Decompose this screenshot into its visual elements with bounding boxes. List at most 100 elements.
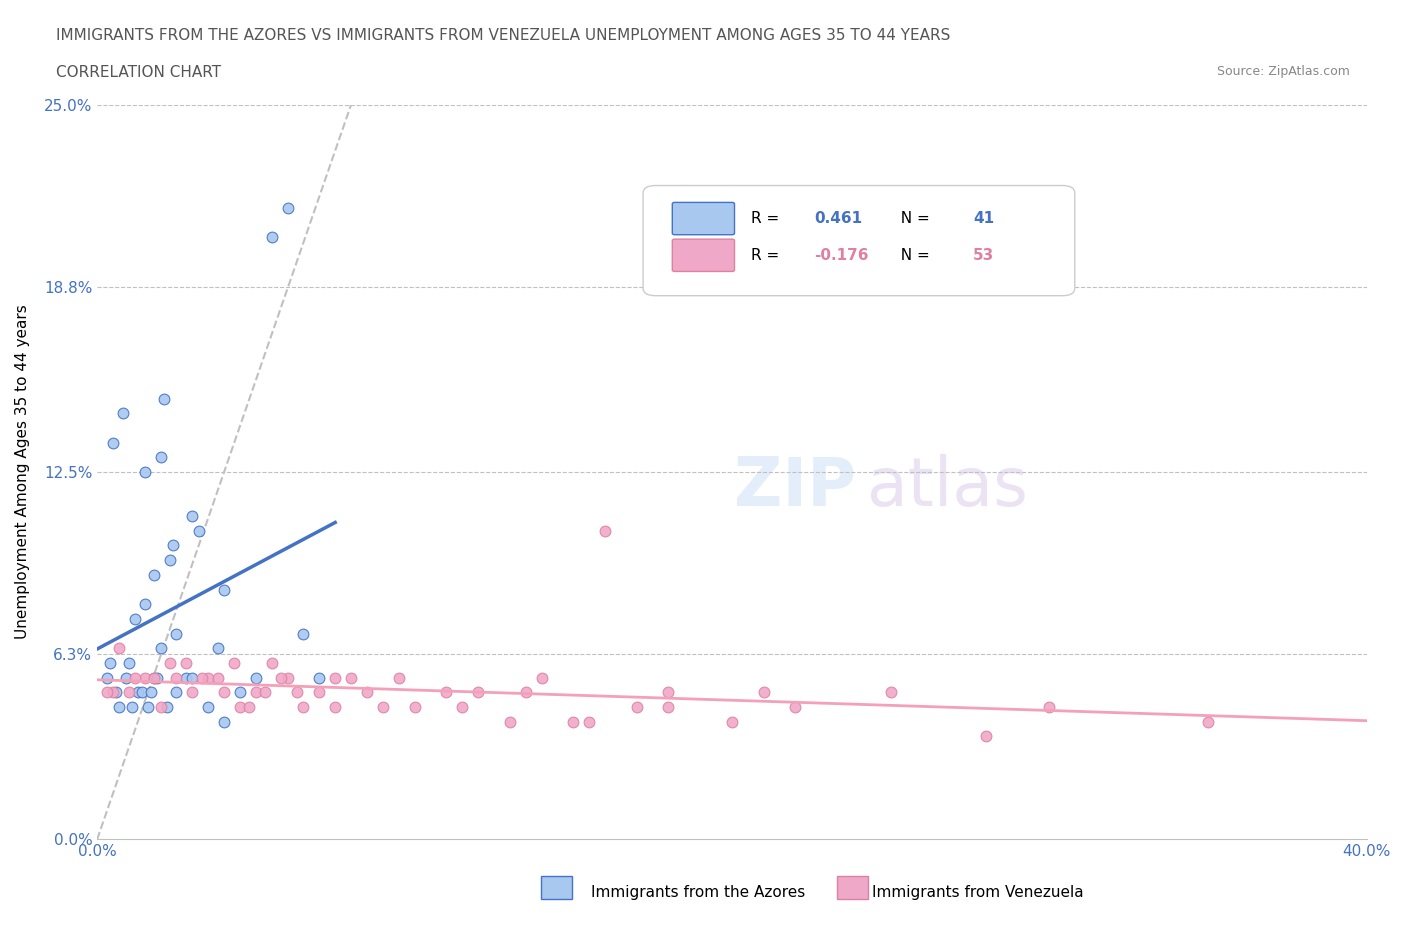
Point (105, 685, 128, 700)
Text: R =: R = (751, 247, 785, 263)
Point (124, 612, 146, 627)
Point (308, 671, 330, 685)
Point (229, 699, 252, 714)
Point (159, 656, 181, 671)
Point (562, 714, 585, 729)
Text: 41: 41 (973, 211, 994, 226)
Bar (837, 876, 868, 899)
Point (467, 685, 489, 700)
Point (785, 699, 807, 714)
Point (98, 656, 121, 671)
FancyBboxPatch shape (672, 203, 734, 234)
Point (340, 671, 363, 685)
Point (146, 671, 169, 685)
Point (134, 465, 156, 480)
Point (181, 685, 204, 700)
Point (159, 552, 181, 567)
Point (162, 538, 184, 553)
Point (124, 671, 146, 685)
Point (108, 699, 131, 714)
Point (143, 567, 166, 582)
Point (292, 626, 315, 641)
Point (260, 656, 283, 671)
Point (657, 685, 679, 700)
Point (626, 699, 648, 714)
Text: -0.176: -0.176 (814, 247, 869, 263)
Point (245, 685, 267, 700)
Point (434, 685, 457, 700)
Point (114, 671, 136, 685)
Point (356, 685, 378, 700)
Point (181, 509, 204, 524)
Point (974, 729, 997, 744)
Point (752, 685, 775, 700)
Y-axis label: Unemployment Among Ages 35 to 44 years: Unemployment Among Ages 35 to 44 years (15, 305, 30, 640)
Text: IMMIGRANTS FROM THE AZORES VS IMMIGRANTS FROM VENEZUELA UNEMPLOYMENT AMONG AGES : IMMIGRANTS FROM THE AZORES VS IMMIGRANTS… (56, 28, 950, 43)
Point (118, 685, 141, 700)
Text: Source: ZipAtlas.com: Source: ZipAtlas.com (1216, 65, 1350, 78)
Point (149, 450, 172, 465)
Point (131, 685, 153, 700)
Bar (541, 876, 572, 899)
Point (229, 685, 252, 700)
Point (197, 671, 219, 685)
Point (451, 699, 474, 714)
Point (404, 699, 426, 714)
Point (127, 685, 149, 700)
Point (143, 671, 166, 685)
Text: R =: R = (751, 211, 785, 226)
Text: Immigrants from Venezuela: Immigrants from Venezuela (872, 885, 1084, 900)
Point (121, 699, 143, 714)
Point (657, 699, 679, 714)
Point (207, 671, 229, 685)
Point (323, 671, 346, 685)
Point (136, 699, 159, 714)
Point (101, 435, 124, 450)
Point (721, 714, 744, 729)
Text: CORRELATION CHART: CORRELATION CHART (56, 65, 221, 80)
Point (371, 699, 394, 714)
Point (166, 685, 188, 700)
FancyBboxPatch shape (643, 185, 1074, 296)
Point (191, 671, 214, 685)
Point (166, 626, 188, 641)
Point (118, 656, 141, 671)
Point (530, 671, 553, 685)
Point (212, 685, 235, 700)
Text: 0.461: 0.461 (814, 211, 863, 226)
Point (1197, 714, 1219, 729)
Point (134, 671, 156, 685)
Text: Immigrants from the Azores: Immigrants from the Azores (591, 885, 804, 900)
Point (174, 671, 197, 685)
Point (515, 685, 537, 700)
Point (308, 685, 330, 700)
Point (270, 671, 292, 685)
Point (181, 671, 204, 685)
Point (254, 685, 277, 700)
Point (245, 671, 267, 685)
Point (285, 685, 308, 700)
Point (149, 641, 172, 656)
Point (277, 200, 299, 215)
Point (292, 699, 315, 714)
Text: 53: 53 (973, 247, 994, 263)
Point (388, 671, 411, 685)
Point (197, 699, 219, 714)
Point (260, 230, 283, 245)
Point (152, 392, 174, 406)
Point (139, 685, 162, 700)
Point (212, 582, 235, 597)
Point (578, 714, 600, 729)
Point (156, 699, 179, 714)
Point (323, 699, 346, 714)
Text: N =: N = (890, 247, 935, 263)
Point (96, 685, 118, 700)
Point (149, 699, 172, 714)
Point (277, 671, 299, 685)
Text: atlas: atlas (868, 454, 1028, 520)
Point (166, 671, 188, 685)
Point (174, 656, 197, 671)
Point (212, 714, 235, 729)
Point (499, 714, 522, 729)
Text: ZIP: ZIP (734, 454, 856, 520)
